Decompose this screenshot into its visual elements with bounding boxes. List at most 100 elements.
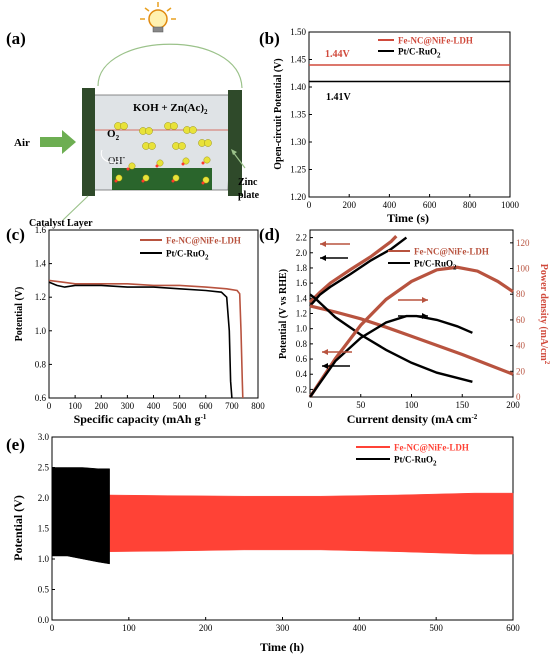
series-band (109, 492, 514, 555)
x-tick-label: 300 (276, 623, 290, 633)
series-line-power (308, 265, 514, 398)
panel-c: (c) 0 100 200 300 400 500 600 700 800 0.6 0.8 1.0 1.… (6, 225, 265, 426)
y-tick-label: 1.4 (35, 259, 47, 269)
y-tick-label: 2.0 (38, 493, 50, 503)
x-tick-label: 600 (506, 623, 520, 633)
y-tick-label: 1.40 (290, 82, 306, 92)
x-tick-label: 1000 (501, 200, 520, 210)
x-axis-label: Time (h) (260, 640, 304, 654)
legend-label: Pt/C-RuO2 (398, 47, 441, 60)
arrow-discharge-red-head (322, 349, 328, 355)
axes-frame (48, 229, 259, 399)
arrow-power-red-head (422, 297, 428, 303)
panel-d-label: (d) (259, 225, 280, 244)
x-tick-label: 100 (68, 401, 82, 411)
x-tick-label: 0 (308, 400, 313, 410)
y-tick-label: 0.0 (38, 615, 50, 625)
x-tick-label: 200 (199, 623, 213, 633)
panel-a-label: (a) (6, 29, 26, 48)
arrow-charge-red-head (320, 241, 326, 247)
x-tick-label: 400 (353, 623, 367, 633)
y2-tick-label: 60 (516, 315, 526, 325)
y-tick-label: 1.2 (35, 292, 46, 302)
y-tick-label: 0.6 (35, 393, 47, 403)
y-tick-label: 1.6 (35, 225, 47, 235)
x-tick-label: 100 (405, 400, 419, 410)
panel-b-label: (b) (259, 29, 280, 48)
electrolyte-label: KOH + Zn(Ac)2 (133, 102, 208, 116)
catalyst-electrode (82, 88, 95, 196)
y-tick-label: 1.50 (290, 27, 306, 37)
y-tick-label: 1.0 (35, 326, 47, 336)
y-axis-label: Potential (V) (14, 287, 25, 342)
y2-tick-label: 80 (516, 289, 526, 299)
arrow-discharge-black-head (322, 363, 328, 369)
y2-tick-label: 120 (516, 238, 530, 248)
y-tick-label: 1.30 (290, 137, 306, 147)
y-tick-label: 1.25 (290, 165, 306, 175)
x-tick-label: 600 (423, 200, 437, 210)
b-annotation-red: 1.44V (325, 49, 351, 60)
zinc-label-2: plate (238, 190, 260, 201)
x-tick-label: 0 (307, 200, 312, 210)
oh-label: OH- (108, 153, 125, 167)
y-tick-label: 2.0 (296, 248, 308, 258)
y-tick-label: 1.45 (290, 55, 306, 65)
plot-c: 0 100 200 300 400 500 600 700 800 0.6 0.8 1.0 1.2 1.4… (14, 225, 265, 426)
x-tick-label: 50 (356, 400, 366, 410)
y-tick-label: 2.5 (38, 463, 50, 473)
x-tick-label: 150 (456, 400, 470, 410)
circuit-wire (97, 43, 243, 89)
air-arrow-icon (40, 130, 76, 154)
plot-b: 0 200 400 600 800 1000 1.20 1.25 1.30 1.35 1.40 1.4… (273, 27, 520, 225)
x-axis-label: Current density (mA cm-2 (347, 412, 478, 426)
series-band (51, 467, 110, 565)
y-tick-label: 1.20 (290, 192, 306, 202)
panel-b: (b) 0 200 400 600 800 1000 1.20 1.25 1.30 1.35 1.4… (259, 27, 520, 225)
x-tick-label: 700 (225, 401, 239, 411)
o2-label: O2 (107, 128, 120, 142)
x-tick-label: 600 (199, 401, 213, 411)
y-tick-label: 0.2 (296, 384, 307, 394)
legend-label: Fe-NC@NiFe-LDH (166, 236, 241, 246)
x-axis-label: Time (s) (387, 211, 429, 225)
x-axis-label: Specific capacity (mAh g-1 (74, 412, 207, 426)
oxygen-molecules (114, 122, 212, 184)
air-label: Air (14, 137, 30, 149)
x-tick-label: 200 (506, 400, 520, 410)
legend-label: Fe-NC@NiFe-LDH (394, 443, 469, 453)
y-tick-label: 0.6 (296, 354, 308, 364)
y-tick-label: 0.5 (38, 585, 50, 595)
plot-e: 0 100 200 300 400 500 600 0.0 0.5 1.0 1.5 2.0 2.5 3.0… (11, 432, 520, 654)
panel-d: (d) 0 50 100 150 2000.20.40.60.81.01.21.41.6… (259, 225, 550, 426)
panel-c-label: (c) (6, 225, 25, 244)
x-tick-label: 100 (122, 623, 136, 633)
y-tick-label: 1.0 (38, 554, 50, 564)
y2-axis-label: Power density (mA/cm2 (538, 264, 550, 365)
x-tick-label: 200 (342, 200, 356, 210)
plot-d: 0 50 100 150 2000.20.40.60.81.01.21.41.61.82… (278, 229, 550, 426)
y2-tick-label: 100 (516, 264, 530, 274)
legend-label: Fe-NC@NiFe-LDH (398, 36, 473, 46)
y2-tick-label: 20 (516, 366, 526, 376)
legend-label: Pt/C-RuO2 (166, 249, 209, 262)
y-tick-label: 1.6 (296, 278, 308, 288)
y-tick-label: 0.8 (35, 359, 47, 369)
y2-tick-label: 0 (516, 392, 521, 402)
bulb-icon (140, 2, 176, 33)
panel-e: (e) 0 100 200 300 400 500 600 0.0 0.5 1.0 1.5 2.0 2.… (6, 432, 520, 654)
y-tick-label: 0.8 (296, 339, 308, 349)
x-tick-label: 200 (95, 401, 109, 411)
y-tick-label: 1.5 (38, 524, 50, 534)
panel-a: KOH + Zn(Ac)2 O2 OH- Air (6, 2, 260, 229)
zinc-label-1: Zinc (238, 177, 258, 188)
series-line-discharge (309, 293, 473, 383)
legend-label: Pt/C-RuO2 (414, 259, 457, 272)
y-tick-label: 3.0 (38, 432, 50, 442)
series-line-discharge (309, 304, 514, 376)
x-tick-label: 800 (463, 200, 477, 210)
x-tick-label: 0 (50, 623, 55, 633)
x-tick-label: 500 (173, 401, 187, 411)
y-tick-label: 0.4 (296, 369, 308, 379)
